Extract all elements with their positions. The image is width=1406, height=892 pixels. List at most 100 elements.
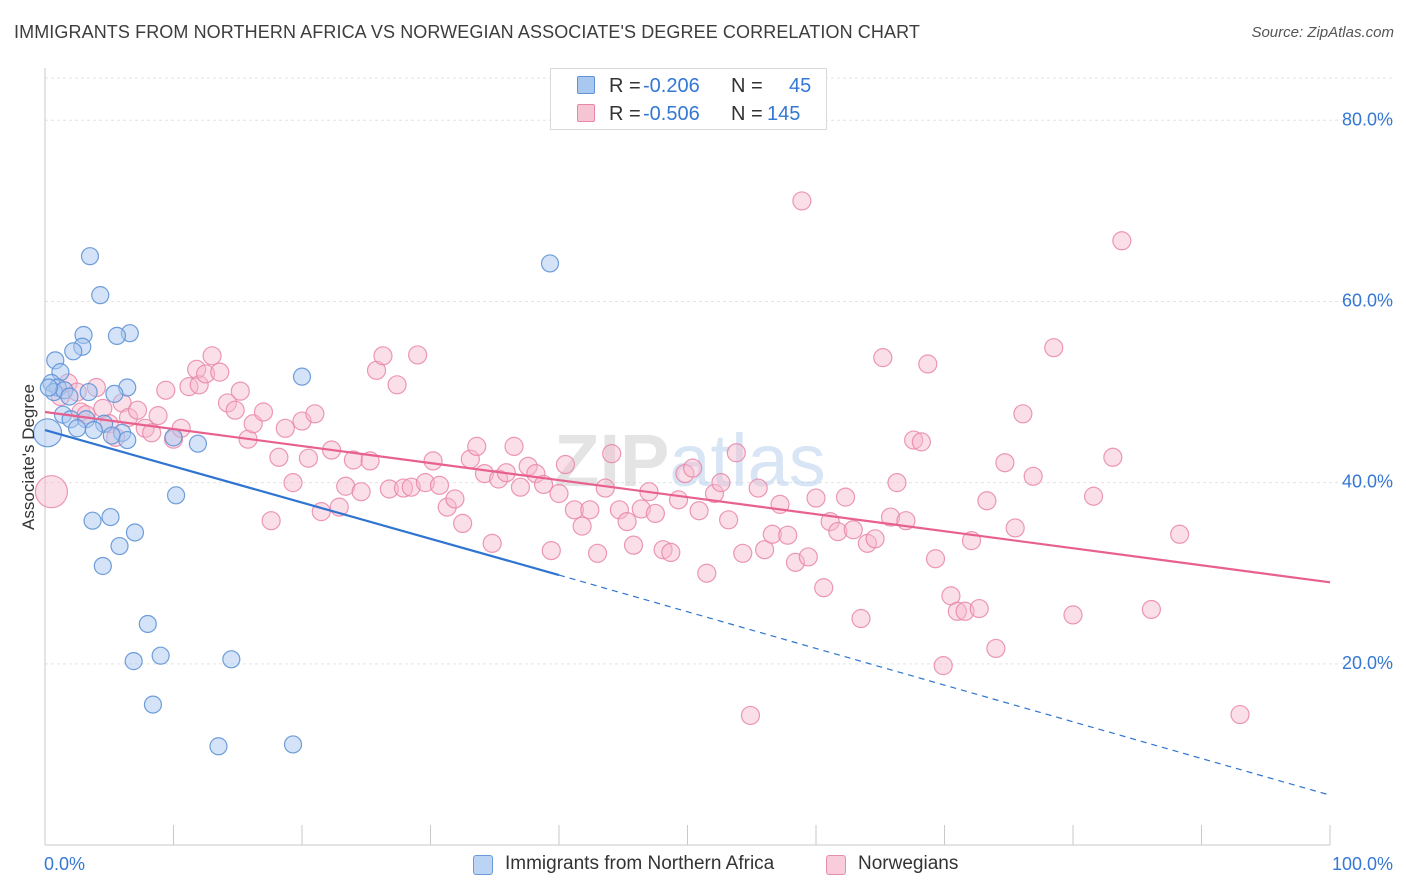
y-tick-label: 60.0%	[1342, 290, 1393, 310]
norwegians-point	[269, 447, 289, 467]
immigrants-point	[222, 650, 241, 669]
norwegians-point	[873, 348, 893, 368]
r-label: R =	[609, 103, 641, 125]
norwegians-point	[379, 479, 399, 499]
norwegians-point	[609, 500, 629, 520]
immigrants-point	[125, 523, 145, 542]
norwegians-point	[748, 478, 768, 498]
norwegians-point	[1141, 599, 1161, 620]
norwegians-point	[947, 601, 967, 621]
pink-swatch	[577, 104, 595, 122]
norwegians-point	[689, 501, 709, 521]
norwegians-point	[217, 393, 238, 413]
immigrants-point	[80, 247, 100, 266]
norwegians-point	[283, 473, 303, 493]
immigrants-point	[124, 652, 143, 671]
immigrants-northern-africa-points	[32, 247, 560, 756]
norwegians-point	[189, 375, 209, 395]
immigrants-point	[209, 737, 228, 756]
immigrants-point	[68, 419, 87, 438]
r-value: -0.206	[643, 75, 700, 97]
norwegians-point	[851, 608, 871, 629]
blue-swatch	[473, 855, 493, 875]
norwegians-point	[1230, 704, 1250, 725]
immigrants-trend-line	[44, 429, 560, 577]
immigrants-point	[138, 614, 157, 634]
norwegians-point	[34, 475, 69, 509]
legend-row-pink: R = -0.506 N = 145	[551, 100, 826, 128]
immigrants-point	[164, 428, 183, 447]
immigrants-point	[79, 382, 98, 402]
immigrants-point	[60, 387, 79, 406]
norwegians-point	[408, 345, 428, 365]
norwegians-point	[602, 444, 622, 464]
norwegians-point	[225, 400, 245, 420]
norwegians-point	[740, 705, 761, 726]
norwegians-point	[541, 540, 561, 561]
r-value: -0.506	[643, 103, 700, 125]
norwegians-point	[1013, 404, 1033, 424]
norwegians-point	[1005, 518, 1025, 538]
norwegians-point	[555, 454, 576, 475]
n-value: 45	[789, 75, 812, 97]
immigrants-point	[110, 536, 129, 556]
immigrants-point	[84, 421, 103, 440]
norwegians-point	[305, 404, 325, 424]
norwegians-point	[631, 499, 651, 519]
y-axis-label: Associate's Degree	[19, 384, 38, 530]
norwegians-point	[704, 483, 725, 504]
norwegians-point	[401, 477, 421, 497]
norwegians-point	[142, 423, 162, 443]
norwegians-point	[1112, 231, 1132, 251]
norwegians-point	[453, 513, 473, 534]
norwegians-point	[587, 543, 608, 563]
norwegians-point	[814, 578, 834, 598]
n-label: N =	[731, 75, 763, 97]
norwegians-point	[482, 533, 502, 553]
norwegians-point	[835, 487, 856, 507]
norwegians-point	[711, 473, 731, 493]
immigrants-point	[102, 426, 121, 445]
norwegians-point	[489, 469, 509, 489]
norwegians-trend-line	[44, 410, 1331, 584]
norwegians-point	[865, 529, 885, 549]
legend-row-blue: R = -0.206 N = 45	[551, 72, 826, 100]
norwegians-point	[437, 497, 457, 517]
immigrants-point	[166, 486, 186, 505]
norwegians-point	[754, 540, 775, 560]
norwegians-point	[1063, 605, 1083, 625]
norwegians-point	[617, 511, 637, 532]
grid-layer	[45, 77, 1392, 665]
norwegians-point	[210, 362, 230, 382]
norwegians-point	[668, 490, 689, 510]
norwegians-point	[887, 473, 907, 493]
chart-title: IMMIGRANTS FROM NORTHERN AFRICA VS NORWE…	[14, 22, 920, 42]
immigrants-point	[64, 342, 83, 361]
norwegians-point	[1170, 524, 1190, 544]
norwegians-point	[880, 507, 901, 527]
norwegians-point	[373, 346, 393, 366]
norwegians-point	[351, 482, 371, 502]
norwegians-point	[343, 450, 363, 470]
norwegians-point	[261, 511, 281, 531]
immigrants-point	[540, 254, 560, 273]
norwegians-point	[733, 543, 753, 563]
immigrants-point	[283, 735, 303, 754]
norwegians-point	[298, 448, 319, 468]
immigrants-point	[143, 695, 163, 714]
norwegians-point	[429, 475, 450, 495]
pink-swatch	[826, 855, 846, 875]
y-tick-label: 40.0%	[1342, 472, 1393, 492]
norwegians-point	[623, 535, 644, 555]
norwegians-point	[1044, 338, 1064, 358]
norwegians-point	[653, 540, 673, 560]
norwegians-point	[995, 453, 1015, 473]
norwegians-point	[415, 473, 435, 493]
norwegians-point	[148, 406, 168, 426]
tick-labels: 20.0% 40.0% 60.0% 80.0% 0.0% 100.0%	[44, 109, 1393, 874]
legend-label: Immigrants from Northern Africa	[505, 853, 775, 874]
norwegians-point	[445, 489, 465, 509]
immigrants-point	[32, 418, 63, 448]
y-tick-label: 20.0%	[1342, 653, 1393, 673]
norwegians-point	[661, 542, 681, 563]
